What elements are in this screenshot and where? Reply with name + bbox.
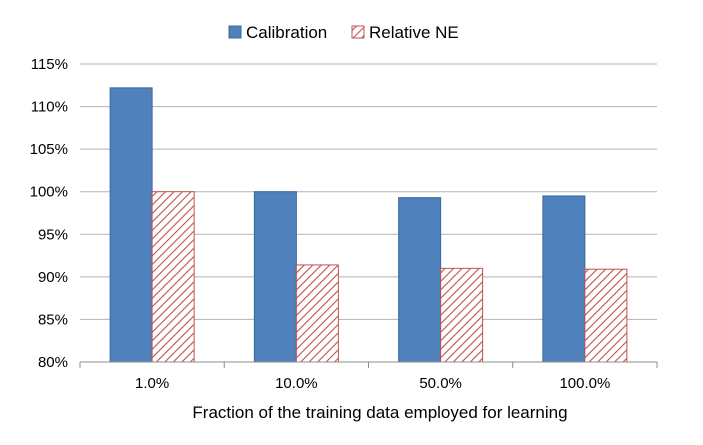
y-axis-ticks: 80% 85% 90% 95% 100% 105% 110% 115%: [30, 56, 68, 371]
bars: [109, 87, 628, 363]
x-axis: 1.0% 10.0% 50.0% 100.0%: [79, 361, 658, 392]
x-tick-label: 10.0%: [275, 375, 318, 392]
x-axis-title: Fraction of the training data employed f…: [192, 403, 567, 422]
y-tick-label: 105%: [30, 141, 68, 158]
y-tick-label: 80%: [38, 354, 68, 371]
relative-ne-bar: [440, 267, 484, 363]
y-tick-label: 90%: [38, 269, 68, 286]
calibration-bar: [398, 197, 442, 363]
legend-swatch: [228, 25, 242, 39]
y-tick-label: 95%: [38, 226, 68, 243]
relative-ne-bar: [584, 268, 628, 363]
y-tick-label: 85%: [38, 311, 68, 328]
legend: Calibration Relative NE: [228, 23, 459, 42]
relative-ne-bar: [151, 191, 195, 363]
x-tick-label: 100.0%: [559, 375, 610, 392]
relative-ne-bar: [295, 264, 339, 363]
legend-label: Calibration: [246, 23, 327, 42]
legend-swatch: [351, 25, 365, 39]
y-tick-label: 115%: [31, 56, 68, 73]
calibration-bar: [109, 87, 153, 363]
x-tick-label: 1.0%: [135, 375, 169, 392]
x-tick-label: 50.0%: [419, 375, 462, 392]
y-tick-label: 100%: [30, 184, 68, 201]
calibration-bar: [542, 195, 586, 363]
legend-label: Relative NE: [369, 23, 459, 42]
calibration-bar: [253, 191, 297, 363]
y-tick-label: 110%: [31, 99, 68, 116]
